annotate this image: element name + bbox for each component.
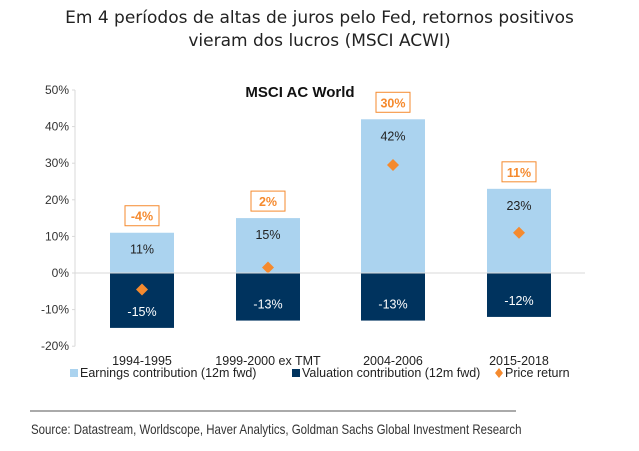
- y-tick-label: 0%: [52, 266, 70, 280]
- source-note: Source: Datastream, Worldscope, Haver An…: [31, 421, 522, 437]
- valuation-bar: [487, 273, 551, 317]
- y-tick-label: 50%: [45, 83, 69, 97]
- chart: MSCI AC World 50% 40% 30% 20% 10% 0% -10% -20% 11…: [41, 83, 585, 380]
- divider: [30, 410, 516, 412]
- earnings-label: 11%: [130, 243, 154, 257]
- valuation-bar: [110, 273, 174, 328]
- price-return-marker: [513, 226, 525, 239]
- price-return-label: -4%: [131, 210, 153, 224]
- valuation-label: -13%: [253, 298, 282, 312]
- valuation-label: -12%: [504, 294, 533, 308]
- chart-title: MSCI AC World: [245, 84, 354, 101]
- legend-swatch-price: [495, 368, 503, 378]
- y-tick-label: -10%: [41, 303, 69, 317]
- price-return-label: 2%: [259, 195, 277, 209]
- earnings-label: 15%: [255, 228, 280, 242]
- headline-line-1: Em 4 períodos de altas de juros pelo Fed…: [65, 8, 574, 28]
- price-return-label: 11%: [507, 166, 531, 180]
- price-return-marker: [136, 283, 148, 296]
- y-tick-label: 20%: [45, 193, 69, 207]
- earnings-label: 23%: [506, 199, 531, 213]
- y-tick-label: 10%: [45, 229, 69, 243]
- valuation-bar: [236, 273, 300, 321]
- legend-label-valuation: Valuation contribution (12m fwd): [302, 366, 480, 380]
- x-tick-label: 1999-2000 ex TMT: [215, 354, 321, 368]
- price-return-label: 30%: [380, 96, 405, 110]
- x-tick-label: 2004-2006: [363, 354, 423, 368]
- price-return-marker: [387, 159, 399, 172]
- earnings-bar: [110, 232, 174, 273]
- x-tick-label: 2015-2018: [489, 354, 549, 368]
- price-return-marker: [262, 261, 274, 274]
- legend-label-price: Price return: [505, 366, 570, 380]
- legend-swatch-earnings: [70, 369, 78, 377]
- price-return-box: [501, 161, 537, 183]
- legend-swatch-valuation: [292, 369, 300, 377]
- price-return-box: [250, 190, 286, 212]
- earnings-label: 42%: [380, 129, 405, 143]
- valuation-label: -13%: [378, 298, 407, 312]
- x-tick-label: 1994-1995: [112, 354, 172, 368]
- y-tick-label: -20%: [41, 339, 69, 353]
- y-tick-label: 30%: [45, 156, 69, 170]
- valuation-label: -15%: [127, 305, 156, 319]
- headline-line-2: vieram dos lucros (MSCI ACWI): [188, 31, 451, 51]
- valuation-bar: [361, 273, 425, 321]
- price-return-box: [375, 91, 411, 113]
- earnings-bar: [361, 119, 425, 273]
- price-return-box: [124, 205, 160, 227]
- y-tick-label: 40%: [45, 120, 69, 134]
- legend-label-earnings: Earnings contribution (12m fwd): [80, 366, 256, 380]
